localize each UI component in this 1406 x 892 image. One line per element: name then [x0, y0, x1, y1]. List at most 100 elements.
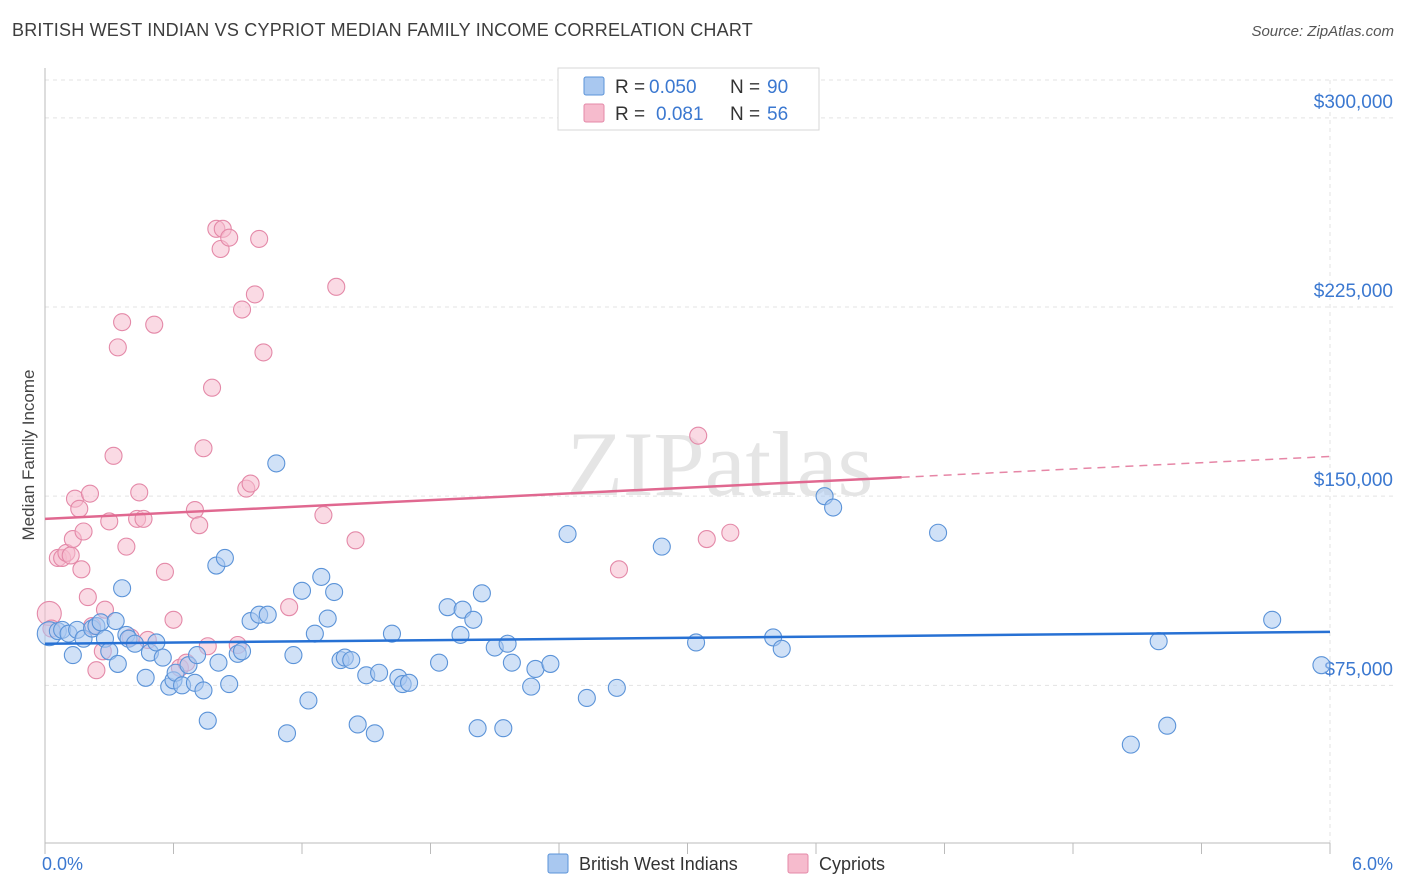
- british-west-indians-point: [464, 610, 483, 629]
- x-tick-label: 6.0%: [1352, 854, 1393, 874]
- british-west-indians-point: [267, 454, 286, 473]
- cypriots-point: [280, 598, 299, 617]
- cypriots-point: [61, 546, 80, 565]
- british-west-indians-point: [577, 688, 596, 708]
- british-west-indians-point: [113, 579, 132, 598]
- british-west-indians-point: [1121, 735, 1140, 754]
- british-west-indians-point: [1312, 656, 1331, 675]
- british-west-indians-point: [342, 651, 361, 670]
- legend-n-value-1: 90: [767, 77, 788, 98]
- british-west-indians-point: [198, 711, 217, 730]
- british-west-indians-point: [400, 673, 419, 692]
- british-west-indians-point: [258, 605, 277, 624]
- cypriots-point: [689, 426, 708, 445]
- series-legend-swatch-pink: [787, 853, 809, 874]
- series-legend-swatch-blue: [547, 853, 569, 874]
- series-legend-label-blue: British West Indians: [579, 854, 738, 874]
- cypriots-point: [220, 228, 239, 247]
- british-west-indians-point: [188, 646, 207, 665]
- british-west-indians-point: [348, 715, 367, 734]
- cypriots-point: [87, 661, 106, 680]
- cypriots-trend-line: [44, 476, 902, 521]
- cypriots-point: [72, 560, 91, 579]
- british-west-indians-point: [215, 548, 234, 568]
- cypriots-point: [113, 313, 132, 332]
- cypriots-point: [721, 523, 740, 542]
- british-west-indians-trend-line: [44, 630, 1331, 645]
- legend-r-value-1: 0.050: [649, 77, 697, 98]
- british-west-indians-point: [209, 653, 228, 672]
- british-west-indians-point: [502, 653, 521, 672]
- british-west-indians-point: [299, 691, 318, 710]
- y-tick-labels: $75,000 $150,000 $225,000 $300,000: [1314, 92, 1393, 681]
- cypriots-point: [190, 516, 209, 535]
- legend-swatch-blue: [583, 76, 605, 96]
- british-west-indians-point: [284, 646, 303, 665]
- british-west-indians-point: [232, 642, 252, 661]
- trend-lines: [44, 455, 1331, 645]
- british-west-indians-point: [108, 654, 127, 673]
- british-west-indians-point: [194, 681, 213, 700]
- british-west-indians-points: [36, 454, 1331, 754]
- british-west-indians-point: [1263, 610, 1282, 629]
- chart-source: Source: ZipAtlas.com: [1251, 23, 1394, 40]
- british-west-indians-point: [220, 675, 239, 694]
- cypriots-point: [232, 300, 252, 319]
- series-legend-label-pink: Cypriots: [819, 854, 885, 874]
- cypriots-point: [70, 499, 89, 518]
- british-west-indians-point: [325, 582, 344, 602]
- cypriots-point: [203, 378, 222, 397]
- legend-n-value-2: 56: [767, 104, 788, 125]
- cypriots-point: [185, 501, 204, 520]
- british-west-indians-point: [824, 498, 843, 517]
- british-west-indians-point: [136, 668, 155, 687]
- british-west-indians-point: [498, 634, 517, 653]
- cypriots-point: [108, 338, 127, 357]
- cypriots-point: [80, 484, 100, 503]
- cypriots-trend-extension: [901, 455, 1331, 479]
- british-west-indians-point: [365, 724, 384, 743]
- cypriots-point: [74, 522, 93, 541]
- legend-swatch-pink: [583, 103, 605, 123]
- british-west-indians-point: [472, 584, 491, 603]
- british-west-indians-point: [312, 567, 331, 586]
- british-west-indians-point: [468, 719, 487, 738]
- british-west-indians-point: [292, 581, 312, 600]
- cypriots-point: [697, 530, 716, 549]
- british-west-indians-point: [526, 659, 545, 679]
- cypriots-point: [314, 506, 333, 525]
- series-legend: British West Indians Cypriots: [547, 853, 885, 874]
- british-west-indians-point: [277, 724, 297, 743]
- y-tick-label: $300,000: [1314, 92, 1393, 113]
- y-tick-label: $150,000: [1314, 470, 1393, 491]
- cypriots-point: [164, 610, 183, 629]
- x-tick-label: 0.0%: [42, 854, 83, 874]
- x-tick-labels: 0.0% 6.0%: [42, 854, 1393, 874]
- british-west-indians-point: [438, 598, 457, 617]
- british-west-indians-point: [91, 613, 110, 632]
- legend-r-label-1: R =: [615, 77, 645, 98]
- cypriots-point: [155, 562, 174, 581]
- british-west-indians-point: [1149, 632, 1168, 651]
- y-axis-label: Median Family Income: [19, 369, 38, 540]
- british-west-indians-point: [370, 663, 389, 682]
- legend-n-label-2: N =: [730, 104, 760, 125]
- legend-n-label-1: N =: [730, 77, 760, 98]
- cypriots-point: [346, 531, 365, 550]
- cypriots-point: [254, 343, 273, 362]
- british-west-indians-point: [382, 624, 402, 643]
- cypriots-point: [145, 315, 164, 334]
- british-west-indians-point: [153, 648, 172, 667]
- british-west-indians-point: [522, 677, 541, 696]
- cypriots-point: [327, 277, 346, 296]
- british-west-indians-point: [652, 537, 671, 556]
- cypriots-point: [241, 474, 260, 493]
- axes: [44, 68, 1331, 854]
- cypriots-point: [609, 560, 629, 579]
- cypriots-point: [250, 229, 269, 248]
- british-west-indians-point: [929, 523, 948, 542]
- british-west-indians-point: [106, 611, 125, 631]
- correlation-legend: R = 0.050 N = 90 R = 0.081 N = 56: [557, 67, 820, 131]
- cypriots-point: [117, 537, 136, 556]
